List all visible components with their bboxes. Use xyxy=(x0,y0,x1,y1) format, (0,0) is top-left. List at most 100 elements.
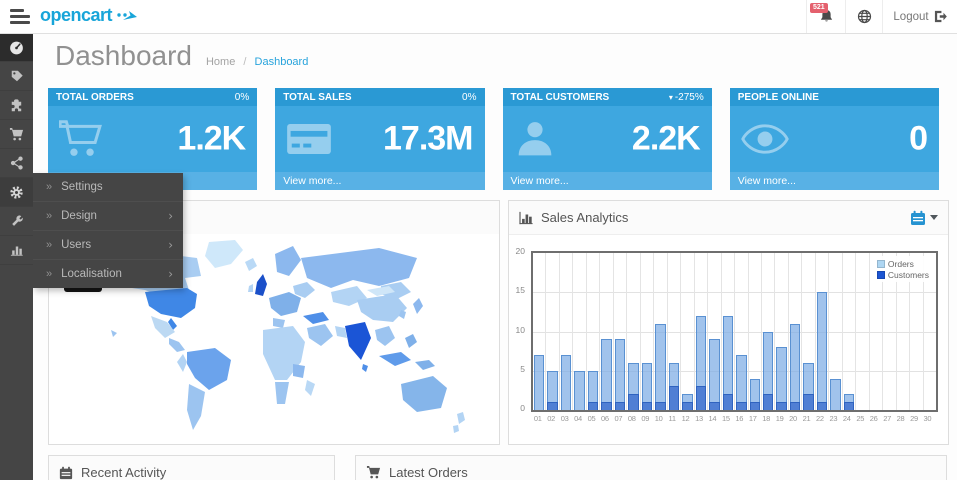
bar-customers xyxy=(601,402,612,410)
latest-orders-panel: Latest Orders xyxy=(355,455,947,480)
menu-toggle-button[interactable] xyxy=(9,9,30,24)
tag-icon xyxy=(10,69,24,83)
x-tick-label: 28 xyxy=(896,414,905,423)
tile-value: 1.2K xyxy=(177,119,246,158)
bar-orders xyxy=(641,362,653,410)
notifications-button[interactable]: 521 xyxy=(806,0,845,33)
chart-bar-group xyxy=(654,253,668,410)
bar-orders xyxy=(736,355,747,410)
speedometer-icon xyxy=(9,40,24,55)
bar-customers xyxy=(668,386,680,410)
chart-bar-group xyxy=(762,253,776,410)
x-tick-label: 05 xyxy=(587,414,596,423)
bar-customers xyxy=(547,402,558,410)
chart-bar-group xyxy=(722,253,736,410)
bar-customers xyxy=(695,386,707,410)
chart-bar-group xyxy=(546,253,560,410)
bar-customers xyxy=(816,402,828,410)
submenu-item-settings[interactable]: » Settings xyxy=(33,173,183,201)
sidebar-item-catalog[interactable] xyxy=(0,62,33,91)
logout-button[interactable]: Logout xyxy=(882,0,957,33)
chart-bar-group xyxy=(668,253,682,410)
bar-orders xyxy=(695,315,707,410)
bar-customers xyxy=(655,402,666,410)
caret-down-icon: ▾ xyxy=(668,92,673,102)
y-axis-labels: 0 5 10 15 20 xyxy=(509,246,528,413)
share-icon xyxy=(10,156,24,170)
y-tick-label: 0 xyxy=(520,403,525,413)
notification-badge: 521 xyxy=(810,3,828,13)
x-tick-label: 12 xyxy=(681,414,690,423)
chart-bar-group xyxy=(560,253,574,410)
bar-orders xyxy=(574,370,585,410)
y-tick-label: 15 xyxy=(515,285,525,296)
opencart-logo[interactable]: opencart xyxy=(40,5,138,26)
x-tick-label: 09 xyxy=(641,414,650,423)
tile-label: TOTAL CUSTOMERS xyxy=(510,91,610,103)
bar-customers xyxy=(709,402,720,410)
chart-bar-group xyxy=(627,253,641,410)
x-tick-label: 27 xyxy=(883,414,891,423)
bar-orders xyxy=(547,370,558,410)
submenu-item-users[interactable]: » Users › xyxy=(33,230,183,259)
bar-orders xyxy=(776,347,787,410)
user-icon xyxy=(514,118,556,160)
chart-bar-group xyxy=(533,253,547,410)
bar-orders xyxy=(762,331,774,410)
view-more-link[interactable]: View more... xyxy=(275,172,485,190)
sales-analytics-panel: Sales Analytics 0 5 10 15 20 xyxy=(508,200,949,445)
sidebar-item-tools[interactable] xyxy=(0,207,33,236)
gear-icon xyxy=(9,185,24,200)
sidebar-item-extensions[interactable] xyxy=(0,91,33,120)
chart-bar-group xyxy=(641,253,655,410)
breadcrumb: Home / Dashboard xyxy=(206,56,308,68)
bar-orders xyxy=(749,378,760,410)
tile-value: 2.2K xyxy=(631,119,701,158)
x-tick-label: 23 xyxy=(829,414,838,423)
chart-bar-group xyxy=(870,253,884,410)
bar-customers xyxy=(587,402,599,410)
tile-percent: -275% xyxy=(674,91,704,103)
date-range-button[interactable] xyxy=(910,210,938,226)
top-bar: opencart 521 xyxy=(0,0,957,34)
tile-label: TOTAL SALES xyxy=(283,91,352,103)
legend-label-customers: Customers xyxy=(887,269,929,280)
bar-orders xyxy=(789,323,801,410)
legend-swatch-customers xyxy=(876,270,885,279)
shopping-cart-icon xyxy=(59,119,105,159)
x-tick-label: 08 xyxy=(627,414,636,423)
chart-bar-group xyxy=(735,253,749,410)
submenu-label: Settings xyxy=(61,181,103,193)
chart-bar-group xyxy=(749,253,762,410)
sidebar-item-reports[interactable] xyxy=(0,236,33,265)
sidebar-item-sales[interactable] xyxy=(0,120,33,149)
bar-customers xyxy=(641,402,653,410)
view-more-link[interactable]: View more... xyxy=(729,172,939,190)
view-more-link[interactable]: View more... xyxy=(502,172,712,190)
x-tick-label: 07 xyxy=(614,414,623,423)
breadcrumb-dashboard-link[interactable]: Dashboard xyxy=(254,56,309,68)
stores-button[interactable] xyxy=(845,0,882,33)
bar-customers xyxy=(682,402,693,410)
chart-bar-group xyxy=(897,253,911,410)
x-axis-labels: 01 02 03 04 05 06 07 08 09 10 11 12 13 14 15 16 17 18 19 20… xyxy=(531,414,934,423)
submenu-item-localisation[interactable]: » Localisation › xyxy=(33,259,183,288)
globe-icon xyxy=(857,9,872,24)
chart-bar-group xyxy=(910,253,924,410)
bar-orders xyxy=(816,292,828,410)
recent-activity-panel: Recent Activity xyxy=(48,455,335,480)
x-tick-label: 14 xyxy=(708,414,717,423)
sidebar-item-marketing[interactable] xyxy=(0,149,33,178)
chart-bar-group xyxy=(587,253,601,410)
bar-orders xyxy=(628,362,639,410)
double-chevron-icon: » xyxy=(46,268,53,280)
sidebar-item-dashboard[interactable] xyxy=(0,33,33,62)
submenu-item-design[interactable]: » Design › xyxy=(33,201,183,230)
chevron-right-icon: › xyxy=(168,209,173,223)
bar-orders xyxy=(830,378,841,410)
bar-orders xyxy=(803,362,814,410)
bar-customers xyxy=(736,402,747,410)
x-tick-label: 22 xyxy=(816,414,824,423)
sidebar-item-system[interactable] xyxy=(0,178,33,207)
breadcrumb-home-link[interactable]: Home xyxy=(205,56,236,68)
